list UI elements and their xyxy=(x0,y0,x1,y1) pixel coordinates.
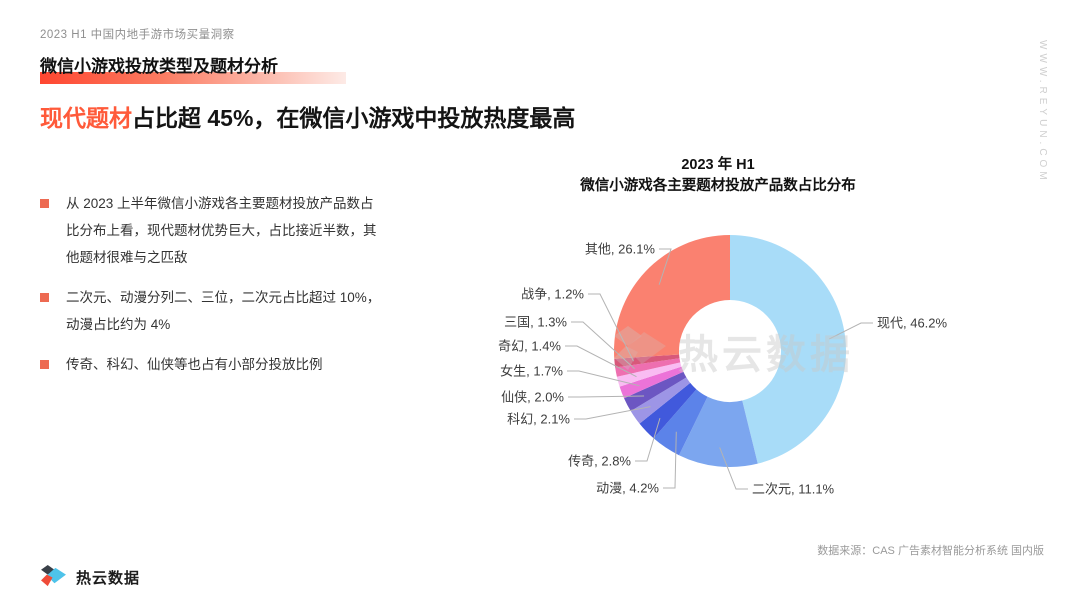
list-item: 二次元、动漫分列二、三位，二次元占比超过 10%，动漫占比约为 4% xyxy=(40,284,384,338)
leader-line-动漫 xyxy=(663,431,677,489)
center-watermark-text: 热云数据 xyxy=(678,333,854,377)
list-item: 传奇、科幻、仙侠等也占有小部分投放比例 xyxy=(40,351,384,378)
pie-label-其他: 其他, 26.1% xyxy=(585,242,656,257)
pie-label-科幻: 科幻, 2.1% xyxy=(507,412,570,427)
reyun-logo-watermark-icon xyxy=(614,326,666,370)
center-watermark: 热云数据 xyxy=(612,322,854,380)
section-accent-bar xyxy=(40,72,346,84)
bullet-square-icon xyxy=(40,293,49,302)
list-item-text: 传奇、科幻、仙侠等也占有小部分投放比例 xyxy=(66,357,323,372)
pie-label-战争: 战争, 1.2% xyxy=(521,287,584,302)
chart-title: 2023 年 H1 微信小游戏各主要题材投放产品数占比分布 xyxy=(468,155,968,197)
report-eyebrow: 2023 H1 中国内地手游市场买量洞察 xyxy=(40,29,235,41)
chart-title-line1: 2023 年 H1 xyxy=(681,157,755,173)
pie-label-二次元: 二次元, 11.1% xyxy=(752,482,835,497)
site-watermark: WWW.REYUN.COM xyxy=(1037,40,1048,184)
leader-line-科幻 xyxy=(574,406,651,420)
list-item: 从 2023 上半年微信小游戏各主要题材投放产品数占比分布上看，现代题材优势巨大… xyxy=(40,190,384,271)
pie-label-女生: 女生, 1.7% xyxy=(500,364,563,379)
pie-slice-动漫 xyxy=(653,389,708,456)
pie-slice-传奇 xyxy=(639,382,697,439)
leader-line-传奇 xyxy=(635,417,661,462)
section-title: 微信小游戏投放类型及题材分析 xyxy=(40,57,278,76)
pie-slice-二次元 xyxy=(679,396,758,467)
pie-label-三国: 三国, 1.3% xyxy=(504,315,567,330)
page-title-highlight: 现代题材 xyxy=(40,105,132,131)
page-title: 现代题材占比超 45%，在微信小游戏中投放热度最高 xyxy=(40,99,575,133)
pie-label-传奇: 传奇, 2.8% xyxy=(568,454,631,469)
key-points-list: 从 2023 上半年微信小游戏各主要题材投放产品数占比分布上看，现代题材优势巨大… xyxy=(40,190,384,391)
footer-brand-text: 热云数据 xyxy=(76,569,141,587)
leader-line-仙侠 xyxy=(568,395,645,398)
chart-title-line2: 微信小游戏各主要题材投放产品数占比分布 xyxy=(580,178,856,194)
reyun-logo-icon xyxy=(41,565,66,587)
list-item-text: 从 2023 上半年微信小游戏各主要题材投放产品数占比分布上看，现代题材优势巨大… xyxy=(66,196,377,265)
bullet-square-icon xyxy=(40,360,49,369)
pie-label-仙侠: 仙侠, 2.0% xyxy=(501,390,564,405)
pie-slice-科幻 xyxy=(630,377,691,424)
bullet-square-icon xyxy=(40,199,49,208)
page-title-rest: 占比超 45%，在微信小游戏中投放热度最高 xyxy=(132,105,576,131)
pie-label-动漫: 动漫, 4.2% xyxy=(596,481,659,496)
leader-line-其他 xyxy=(658,248,672,285)
pie-label-奇幻: 奇幻, 1.4% xyxy=(498,339,561,354)
footer-brand: 热云数据 xyxy=(40,565,140,589)
leader-line-二次元 xyxy=(719,447,748,490)
section-header: 微信小游戏投放类型及题材分析 xyxy=(40,52,346,84)
data-source-note: 数据来源：CAS 广告素材智能分析系统 国内版 xyxy=(817,545,1044,557)
list-item-text: 二次元、动漫分列二、三位，二次元占比超过 10%，动漫占比约为 4% xyxy=(66,290,381,332)
pie-label-现代: 现代, 46.2% xyxy=(877,316,948,331)
